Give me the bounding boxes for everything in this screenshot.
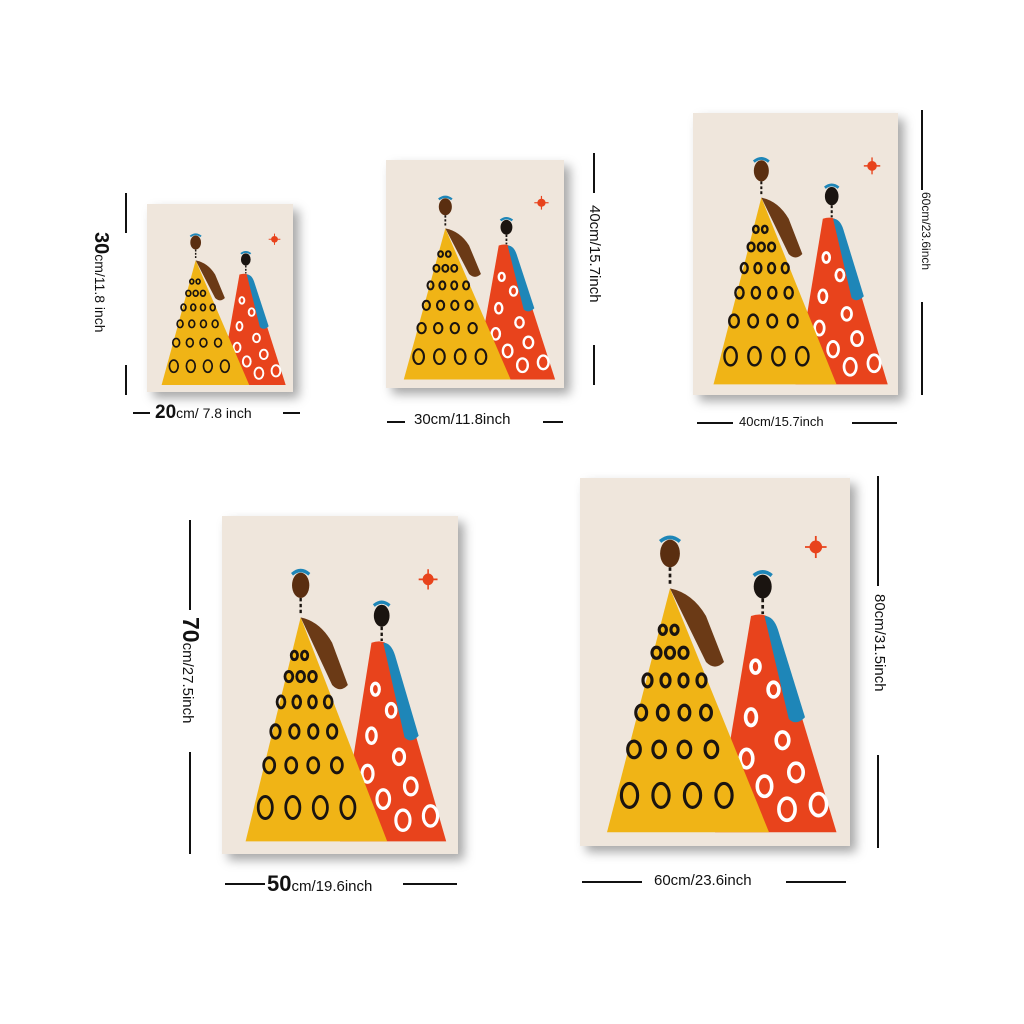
height-line-bottom: [189, 752, 191, 854]
canvas-20x30: [147, 204, 293, 392]
artwork-image: [222, 516, 458, 854]
height-line-top: [877, 476, 879, 586]
width-label-60x80: 60cm/23.6inch: [654, 872, 752, 889]
height-label-60x80: 80cm/31.5inch: [871, 594, 888, 692]
width-line-right: [786, 881, 846, 883]
height-line-top: [189, 520, 191, 610]
canvas-60x80: [580, 478, 850, 846]
height-line-bottom: [877, 755, 879, 848]
canvas-40x60: [693, 113, 898, 395]
height-line-bottom: [125, 365, 127, 395]
width-line-right: [852, 422, 897, 424]
width-line-right: [283, 412, 300, 414]
width-line-left: [582, 881, 642, 883]
height-label-20x30: 30cm/11.8 inch: [90, 232, 112, 333]
width-line-right: [403, 883, 457, 885]
artwork-image: [580, 478, 850, 846]
height-label-40x60: 60cm/23.6inch: [919, 192, 933, 271]
canvas-50x70: [222, 516, 458, 854]
artwork-image: [693, 113, 898, 395]
height-label-50x70: 70cm/27.5inch: [178, 617, 204, 724]
width-line-left: [133, 412, 150, 414]
width-label-20x30: 20cm/ 7.8 inch: [155, 402, 252, 423]
height-line-top: [593, 153, 595, 193]
artwork-image: [147, 204, 293, 392]
width-line-left: [225, 883, 265, 885]
width-label-30x40: 30cm/11.8inch: [414, 411, 511, 428]
artwork-image: [386, 160, 564, 388]
width-line-right: [543, 421, 563, 423]
canvas-30x40: [386, 160, 564, 388]
width-line-left: [697, 422, 733, 424]
height-line-bottom: [921, 302, 923, 395]
height-line-bottom: [593, 345, 595, 385]
height-label-30x40: 40cm/15.7inch: [586, 205, 603, 303]
width-label-40x60: 40cm/15.7inch: [739, 414, 824, 429]
height-line-top: [125, 193, 127, 233]
width-line-left: [387, 421, 405, 423]
width-label-50x70: 50cm/19.6inch: [267, 871, 373, 896]
height-line-top: [921, 110, 923, 190]
